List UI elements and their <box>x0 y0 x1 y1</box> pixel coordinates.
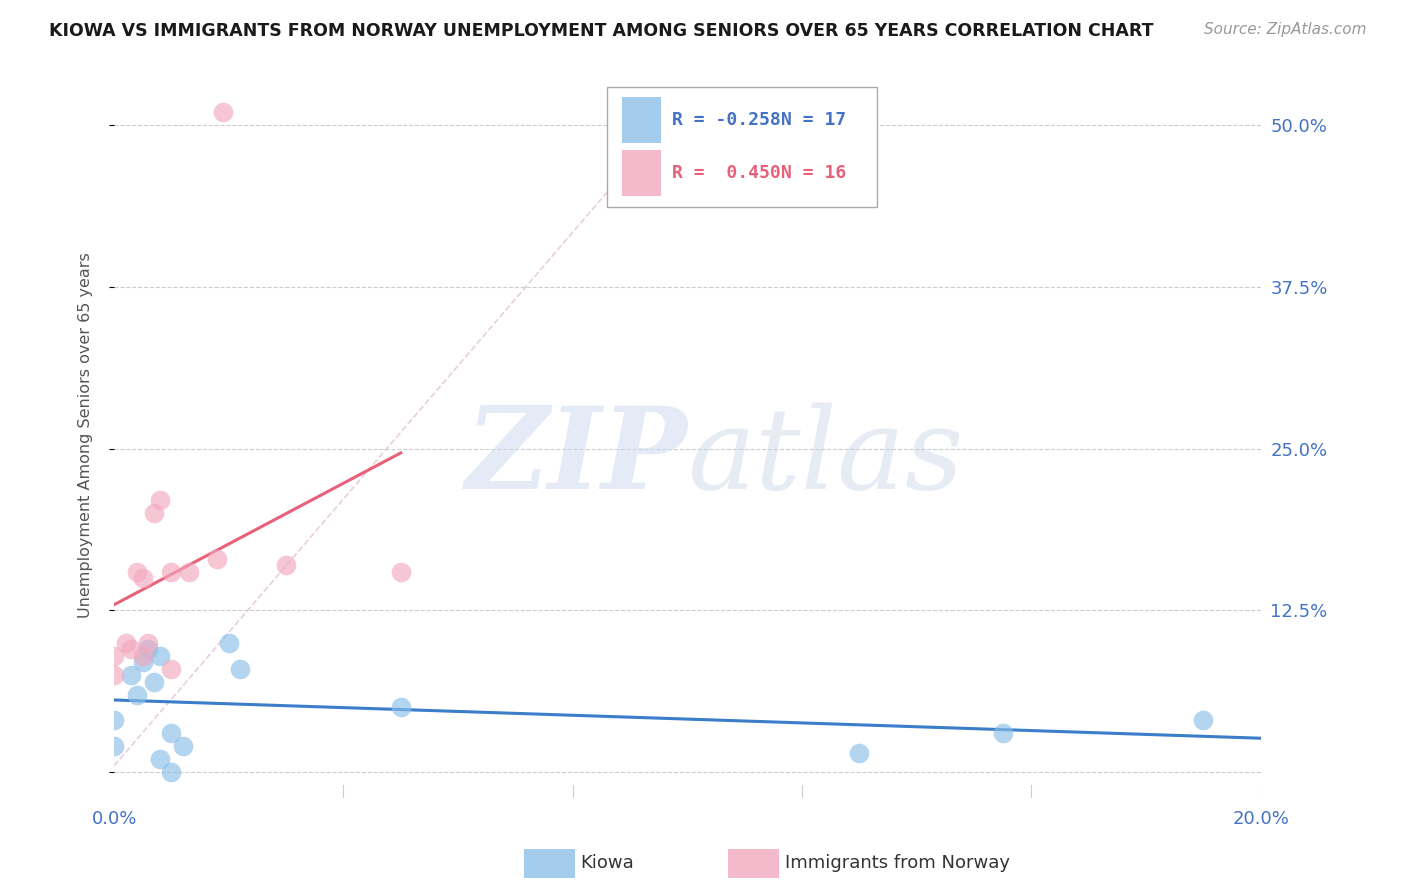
Point <box>177 565 200 579</box>
Point <box>848 746 870 760</box>
Point <box>218 636 240 650</box>
Point <box>120 668 142 682</box>
Point <box>143 674 166 689</box>
Text: atlas: atlas <box>688 402 963 513</box>
Point <box>125 688 148 702</box>
Point <box>103 668 125 682</box>
Point <box>103 648 125 663</box>
Point <box>114 636 136 650</box>
Y-axis label: Unemployment Among Seniors over 65 years: Unemployment Among Seniors over 65 years <box>79 252 93 618</box>
Point <box>149 752 172 766</box>
Text: Kiowa: Kiowa <box>581 855 634 872</box>
Point <box>229 662 252 676</box>
Point <box>389 700 412 714</box>
Point <box>149 493 172 508</box>
Point <box>132 648 155 663</box>
Text: Source: ZipAtlas.com: Source: ZipAtlas.com <box>1204 22 1367 37</box>
Point <box>207 551 229 566</box>
Text: Immigrants from Norway: Immigrants from Norway <box>785 855 1010 872</box>
Point <box>125 565 148 579</box>
Point <box>160 765 183 780</box>
Point <box>274 558 297 572</box>
Point <box>138 642 160 657</box>
Text: R = -0.258: R = -0.258 <box>672 111 782 129</box>
Text: N = 16: N = 16 <box>782 164 846 182</box>
Point <box>160 662 183 676</box>
FancyBboxPatch shape <box>621 150 661 196</box>
FancyBboxPatch shape <box>621 96 661 143</box>
Point <box>103 739 125 754</box>
Point <box>1192 714 1215 728</box>
Point <box>149 648 172 663</box>
Point <box>172 739 194 754</box>
Text: ZIP: ZIP <box>465 401 688 513</box>
Point <box>212 104 235 119</box>
Point <box>120 642 142 657</box>
Text: KIOWA VS IMMIGRANTS FROM NORWAY UNEMPLOYMENT AMONG SENIORS OVER 65 YEARS CORRELA: KIOWA VS IMMIGRANTS FROM NORWAY UNEMPLOY… <box>49 22 1154 40</box>
Text: N = 17: N = 17 <box>782 111 846 129</box>
Point <box>132 655 155 669</box>
FancyBboxPatch shape <box>607 87 876 207</box>
Point <box>143 506 166 520</box>
Point <box>132 571 155 585</box>
Point <box>160 565 183 579</box>
Text: R =  0.450: R = 0.450 <box>672 164 782 182</box>
Point <box>138 636 160 650</box>
Point <box>103 714 125 728</box>
Point <box>160 726 183 740</box>
Point <box>389 565 412 579</box>
Point <box>991 726 1014 740</box>
